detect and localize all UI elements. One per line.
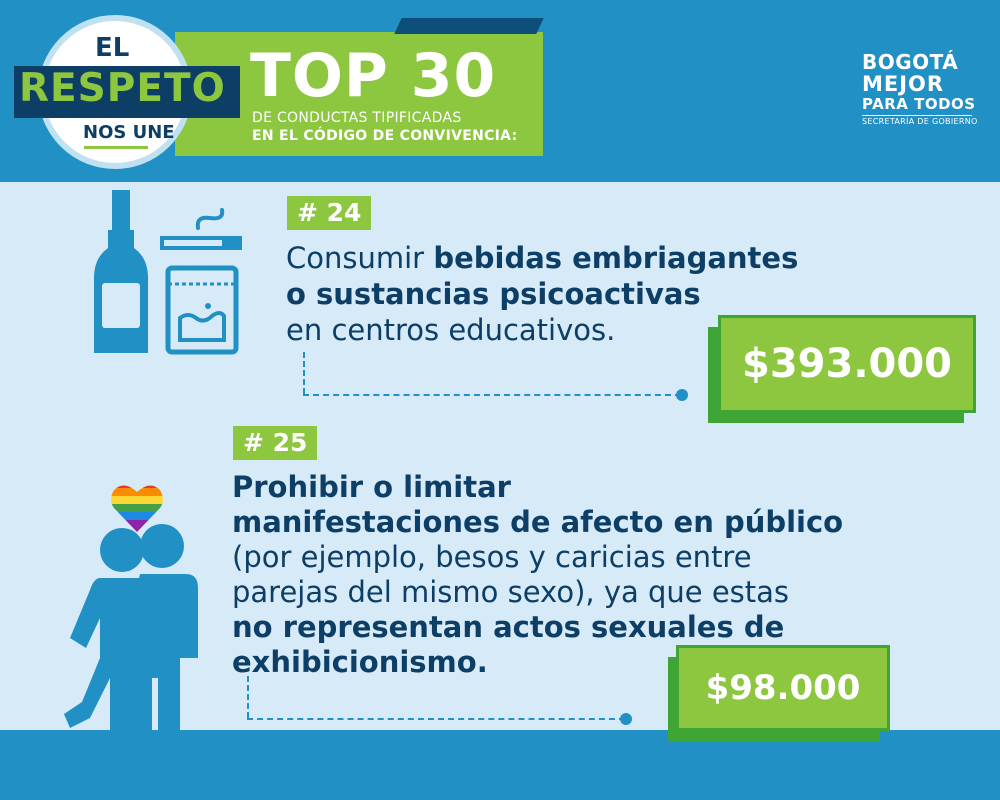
badge-bottom-text: NOS UNE bbox=[83, 122, 175, 143]
item-24-fine-bill: $393.000 bbox=[708, 315, 976, 423]
bogota-logo: BOGOTÁ MEJOR PARA TODOS SECRETARÍA DE GO… bbox=[862, 51, 978, 128]
item-25-text-normal-2: parejas del mismo sexo), ya que estas bbox=[232, 575, 790, 609]
item-25-description: Prohibir o limitar manifestaciones de af… bbox=[232, 470, 872, 680]
header: EL RESPETO NOS UNE TOP 30 DE CONDUCTAS T… bbox=[0, 0, 1000, 180]
item-25-fine-amount: $98.000 bbox=[705, 668, 861, 708]
item-24-connector-vertical bbox=[303, 352, 305, 394]
item-25-text-normal-1: (por ejemplo, besos y caricias entre bbox=[232, 540, 752, 574]
embracing-couple-icon bbox=[64, 524, 198, 760]
logo-line-2: MEJOR bbox=[862, 72, 945, 96]
item-25-bill-face: $98.000 bbox=[676, 645, 890, 731]
item-24-description: Consumir bebidas embriagantes o sustanci… bbox=[286, 240, 826, 348]
item-24-connector-horizontal bbox=[303, 394, 681, 396]
badge-ribbon bbox=[14, 66, 240, 118]
logo-line-4: SECRETARÍA DE GOBIERNO bbox=[862, 117, 978, 126]
badge-top-text: EL bbox=[95, 33, 130, 63]
logo-line-3: PARA TODOS bbox=[862, 95, 976, 113]
item-25-text-bold-4: exhibicionismo. bbox=[232, 645, 488, 679]
badge-main-text: RESPETO bbox=[19, 66, 226, 111]
bottle-icon bbox=[94, 190, 148, 353]
item-24-text-bold-2: o sustancias psicoactivas bbox=[286, 277, 701, 311]
subtitle-line-1: DE CONDUCTAS TIPIFICADAS bbox=[252, 110, 462, 126]
item-25-connector-horizontal bbox=[247, 718, 625, 720]
page-title: TOP 30 bbox=[250, 41, 497, 111]
item-25-text-bold-1: Prohibir o limitar bbox=[232, 470, 511, 504]
item-24-icons bbox=[94, 190, 242, 355]
item-25-text-bold-3: no representan actos sexuales de bbox=[232, 610, 785, 644]
item-24-bill-face: $393.000 bbox=[718, 315, 976, 413]
badge-underline bbox=[84, 146, 148, 149]
item-24-connector-dot bbox=[676, 389, 688, 401]
baggie-icon bbox=[165, 265, 239, 355]
item-24-number: # 24 bbox=[287, 196, 372, 230]
item-25-number: # 25 bbox=[233, 426, 318, 460]
logo-divider bbox=[862, 115, 972, 116]
logo-line-1: BOGOTÁ bbox=[862, 50, 959, 74]
banner-stripe bbox=[394, 18, 544, 34]
item-25-icons bbox=[64, 485, 198, 760]
item-25-connector-vertical bbox=[247, 676, 249, 718]
subtitle-line-2: EN EL CÓDIGO DE CONVIVENCIA: bbox=[252, 128, 518, 144]
item-25-fine-bill: $98.000 bbox=[668, 645, 890, 741]
item-24-text-normal-2: en centros educativos. bbox=[286, 313, 616, 347]
item-24-text-normal-1: Consumir bbox=[286, 241, 434, 275]
cigarette-icon bbox=[160, 208, 242, 250]
item-25-connector-dot bbox=[620, 713, 632, 725]
item-24-text-bold-1: bebidas embriagantes bbox=[433, 241, 799, 275]
item-24-fine-amount: $393.000 bbox=[741, 341, 953, 387]
item-25-text-bold-2: manifestaciones de afecto en público bbox=[232, 505, 844, 539]
